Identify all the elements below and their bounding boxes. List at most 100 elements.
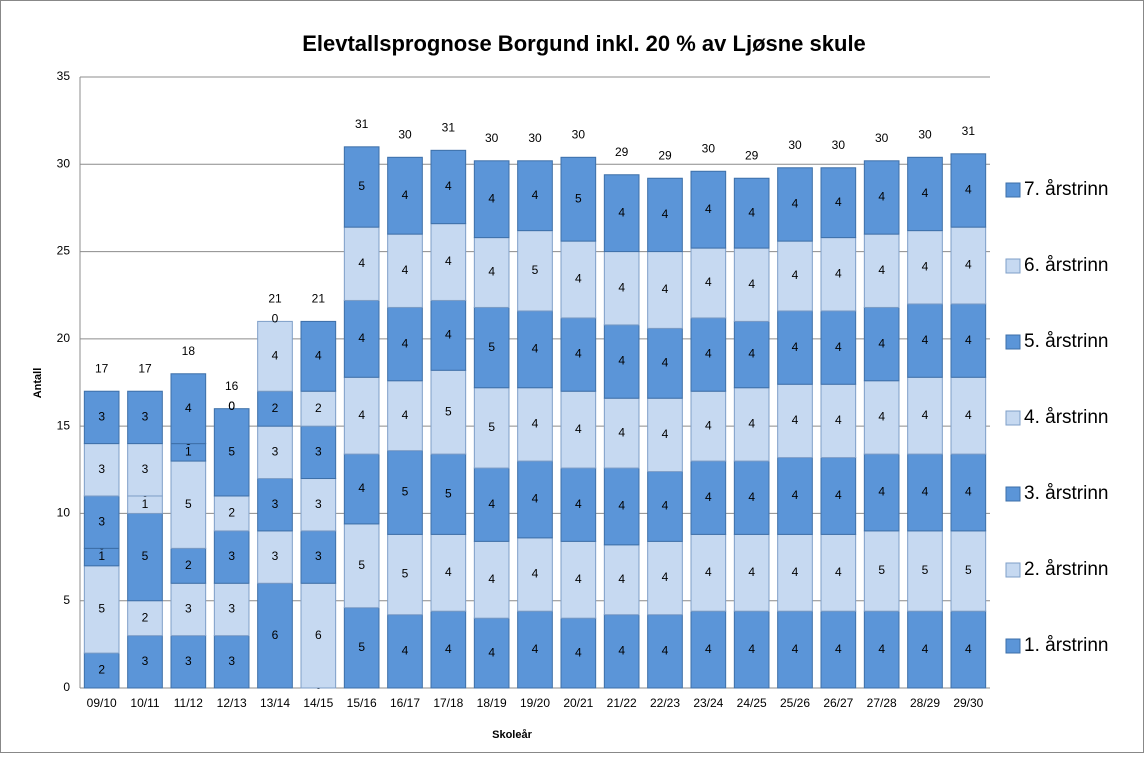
data-label: 5 (142, 549, 149, 563)
bar-segment (863, 530, 900, 612)
data-label: 4 (748, 205, 755, 219)
data-label: 3 (315, 445, 322, 459)
x-tick-label: 19/20 (520, 696, 550, 710)
data-label: 4 (662, 427, 669, 441)
bar-segment (950, 376, 987, 455)
data-label: 5 (445, 486, 452, 500)
bar-segment (733, 247, 770, 322)
data-label: 4 (185, 401, 192, 415)
data-label: 3 (315, 549, 322, 563)
total-label: 29 (658, 148, 672, 162)
bar-segment (907, 376, 943, 455)
y-tick-label: 5 (63, 593, 70, 607)
data-label: 4 (402, 263, 409, 277)
data-label: 4 (878, 336, 885, 350)
bar-segment (257, 320, 293, 392)
total-label: 31 (355, 117, 369, 131)
data-label: 0 (228, 399, 235, 413)
data-label: 4 (748, 642, 755, 656)
bar-segment (907, 453, 943, 532)
bar-segment (863, 233, 900, 308)
data-label: 4 (878, 190, 885, 204)
bar-segment (127, 635, 163, 689)
bar-segment (820, 610, 857, 689)
data-label: 3 (272, 497, 279, 511)
data-label: 4 (792, 565, 799, 579)
bar-segment (387, 380, 423, 452)
total-label: 30 (832, 138, 846, 152)
legend-label: 3. årstrinn (1024, 483, 1108, 504)
data-label: 3 (98, 410, 105, 424)
bar-segment (560, 467, 597, 542)
data-label: 4 (532, 642, 539, 656)
bar-segment (733, 320, 770, 389)
data-label: 4 (402, 336, 409, 350)
bar-segment (560, 240, 597, 319)
bar-segment (863, 160, 900, 235)
bar-segment (690, 610, 727, 689)
data-label: 4 (705, 202, 712, 216)
total-label: 30 (918, 127, 932, 141)
bar-segment (647, 471, 683, 542)
legend-label: 5. årstrinn (1024, 331, 1108, 352)
total-label: 18 (182, 344, 196, 358)
bar-segment (907, 530, 943, 612)
data-label: 4 (532, 567, 539, 581)
data-label: 4 (575, 272, 582, 286)
data-label: 5 (445, 404, 452, 418)
bar-segment (430, 610, 467, 689)
bar-segment (430, 453, 467, 535)
total-label: 16 (225, 379, 239, 393)
data-label: 4 (878, 485, 885, 499)
bar-segment (777, 533, 813, 612)
legend-swatch (1005, 334, 1021, 350)
legend-label: 2. årstrinn (1024, 559, 1108, 580)
y-tick-label: 0 (63, 680, 70, 694)
data-label: 4 (835, 340, 842, 354)
x-tick-label: 21/22 (607, 696, 637, 710)
data-label: 4 (835, 413, 842, 427)
data-label: 4 (445, 328, 452, 342)
bar-segment (907, 156, 943, 232)
data-label: 4 (575, 422, 582, 436)
data-label: 4 (532, 342, 539, 356)
bar-segment (387, 233, 423, 308)
bar-segment (560, 156, 597, 242)
data-label: 4 (402, 408, 409, 422)
data-label: 4 (965, 258, 972, 272)
total-label: 29 (745, 148, 759, 162)
data-label: 4 (922, 485, 929, 499)
bar-segment (170, 373, 207, 445)
bar-segment (213, 635, 250, 689)
data-label: 4 (922, 642, 929, 656)
data-label: 4 (488, 645, 495, 659)
x-tick-label: 22/23 (650, 696, 680, 710)
data-label: 3 (98, 462, 105, 476)
bar-segment (83, 390, 120, 445)
bar-segment (387, 156, 423, 235)
data-label: 4 (662, 499, 669, 513)
data-label: 3 (315, 497, 322, 511)
total-label: 30 (572, 127, 586, 141)
x-tick-label: 15/16 (347, 696, 377, 710)
data-label: 4 (792, 413, 799, 427)
bar-segment (127, 390, 163, 445)
x-tick-label: 10/11 (130, 696, 159, 710)
x-tick-label: 14/15 (303, 696, 333, 710)
data-label: 4 (748, 417, 755, 431)
data-label: 5 (228, 445, 235, 459)
data-label: 3 (185, 602, 192, 616)
data-label: 4 (445, 565, 452, 579)
data-label: 4 (618, 205, 625, 219)
data-label: 4 (488, 191, 495, 205)
bar-segment (430, 299, 467, 371)
data-label: 5 (488, 420, 495, 434)
bar-segment (473, 306, 510, 389)
data-label: 4 (922, 186, 929, 200)
data-label: 4 (835, 266, 842, 280)
bar-segment (560, 540, 597, 619)
data-label: 4 (922, 408, 929, 422)
data-label: 0 (272, 312, 279, 326)
data-label: 5 (402, 485, 409, 499)
